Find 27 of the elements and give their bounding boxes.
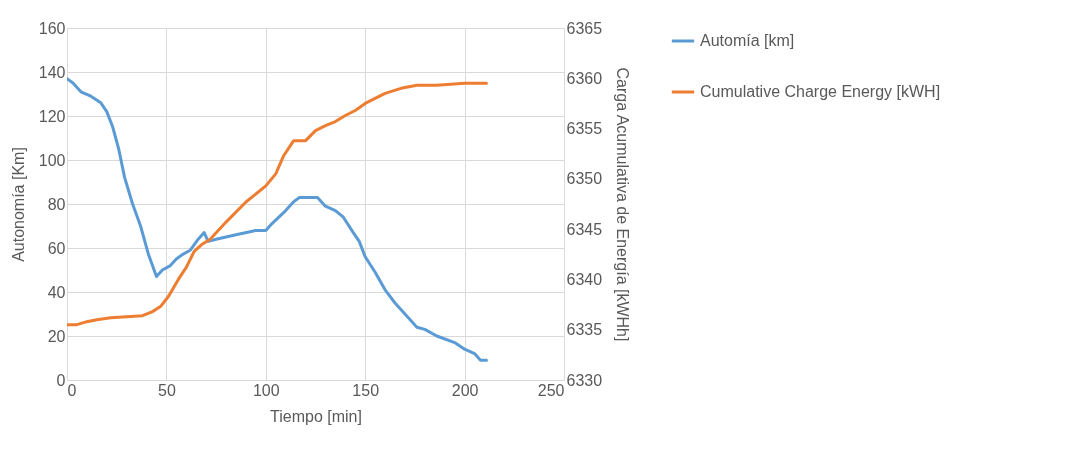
x-tick-label: 200 (451, 381, 479, 399)
y-tick-label: 160 (38, 19, 66, 37)
x-tick-label: 100 (252, 381, 280, 399)
y2-tick-label: 6335 (566, 321, 603, 339)
y2-tick-label: 6350 (566, 170, 603, 188)
y-tick-label: 100 (38, 151, 66, 169)
x-tick-label: 50 (158, 381, 176, 399)
y-tick-label: 80 (47, 195, 66, 213)
y2-tick-label: 6340 (566, 270, 603, 288)
y-axis-title: Autonomía [Km] (9, 147, 27, 262)
legend-label: Cumulative Charge Energy [kWH] (700, 83, 941, 100)
y-tick-label: 40 (47, 283, 66, 301)
y2-axis-title: Carga Acumulativa de Energía [kWHh] (614, 67, 632, 342)
x-tick-label: 0 (67, 381, 77, 399)
x-tick-label: 150 (352, 381, 380, 399)
x-tick-label: 250 (537, 381, 565, 399)
y-tick-label: 120 (38, 107, 66, 125)
y2-tick-label: 6330 (566, 371, 603, 389)
y-tick-label: 140 (38, 63, 66, 81)
y-tick-label: 60 (47, 239, 66, 257)
legend-label: Automía [km] (700, 32, 795, 49)
x-axis-title: Tiempo [min] (270, 407, 362, 425)
y2-tick-label: 6345 (566, 220, 603, 238)
y-tick-label: 20 (47, 327, 66, 345)
y2-tick-label: 6360 (566, 69, 603, 87)
y2-tick-label: 6365 (566, 19, 603, 37)
y2-tick-label: 6355 (566, 120, 603, 138)
